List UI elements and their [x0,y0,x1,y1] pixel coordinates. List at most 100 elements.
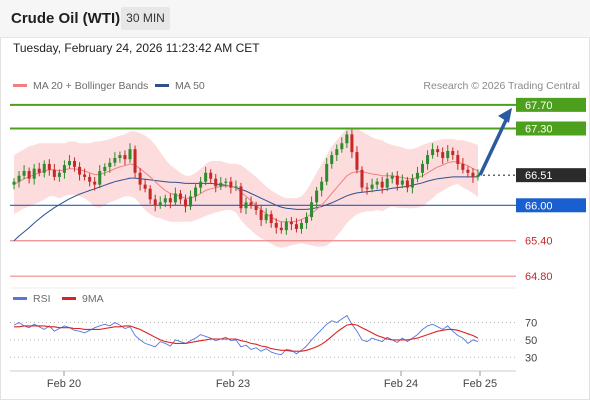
candle-body [315,190,319,203]
chart-datetime: Tuesday, February 24, 2026 11:23:42 AM C… [13,41,260,55]
candle-body [204,172,208,182]
candle-body [441,152,445,159]
candle-body [294,224,298,229]
candle-body [325,163,329,182]
ma9-label: 9MA [82,293,104,305]
candle-body [78,166,82,175]
candle-body [128,149,132,160]
candle-body [264,214,268,221]
candle-body [153,199,157,206]
candle-body [269,214,273,224]
candle-body [103,166,107,172]
candle-body [17,175,21,182]
candle-body [138,172,142,185]
candle-body [239,186,243,209]
candle-body [88,176,92,182]
candle-body [456,155,460,164]
candle-body [22,171,26,176]
candle-body [108,162,112,167]
candle-body [83,174,87,177]
ma9-swatch [62,296,76,300]
candle-body [360,169,364,188]
candle-body [365,187,369,189]
legend-ma50: MA 50 [155,80,205,92]
candle-body [421,163,425,173]
x-axis-tick-label: Feb 20 [47,378,81,390]
candle-body [466,169,470,173]
legend-9ma: 9MA [62,293,104,305]
instrument-title: Crude Oil (WTI) [11,10,121,27]
candle-body [183,199,187,207]
candle-body [471,172,475,177]
candle-body [299,223,303,229]
candle-body [410,178,414,188]
candle-body [274,223,278,228]
candle-body [431,149,435,156]
rsi-tick-label: 50 [525,335,537,347]
pivot-level-label: 66.00 [525,200,553,212]
candle-body [93,181,97,185]
candle-body [158,202,162,206]
candle-body [67,160,71,166]
candle-body [229,181,233,188]
candle-body [199,181,203,188]
candle-body [380,181,384,188]
candle-body [330,155,334,164]
candle-body [12,181,16,185]
candle-body [244,202,248,209]
candle-body [279,227,283,231]
candle-body [32,168,36,179]
resistance-level-label: 67.30 [525,123,553,135]
candle-body [133,149,137,173]
candle-body [249,202,253,206]
rsi-line [13,314,479,356]
legend-rsi: RSI [13,293,51,305]
candle-body [168,198,172,203]
candle-body [47,163,51,170]
candle-body [178,193,182,200]
candle-body [370,184,374,189]
last-price-label: 66.51 [525,170,553,182]
last-price-tag [516,168,586,183]
candle-body [234,186,238,188]
ma20-swatch [13,83,27,87]
x-axis-tick-label: Feb 24 [384,378,418,390]
rsi-tick-label: 30 [525,352,537,364]
candle-body [123,155,127,160]
ma50-line [13,176,478,242]
candle-body [340,143,344,150]
x-axis-tick-label: Feb 23 [216,378,250,390]
candle-body [335,149,339,156]
candle-body [259,210,263,221]
timeframe-button[interactable]: 30 MIN [121,7,170,30]
candle-body [476,175,480,177]
candle-body [426,155,430,164]
candle-body [395,175,399,185]
candle-body [42,163,46,173]
candle-body [173,193,177,203]
candle-body [345,134,349,144]
rsi-tick-label: 70 [525,317,537,329]
pivot-level-tag [516,198,586,213]
candle-body [62,165,66,173]
candle-body [143,184,147,189]
candle-body [118,155,122,159]
resistance-level-tag [516,121,586,136]
forecast-arrow-shaft [478,115,510,176]
candle-body [350,134,354,153]
candle-body [436,149,440,153]
candle-body [148,188,152,200]
x-axis-tick-label: Feb 25 [463,378,497,390]
resistance-level-tag [516,97,586,112]
candle-body [405,180,409,188]
legend-ma20: MA 20 + Bollinger Bands [13,80,148,92]
resistance-level-label: 67.70 [525,100,553,112]
candle-body [27,171,31,179]
candle-body [451,150,455,156]
candle-body [209,172,213,179]
candle-body [37,168,41,173]
research-credit: Research © 2026 Trading Central [423,80,580,92]
candle-body [98,171,102,185]
candle-body [320,181,324,191]
